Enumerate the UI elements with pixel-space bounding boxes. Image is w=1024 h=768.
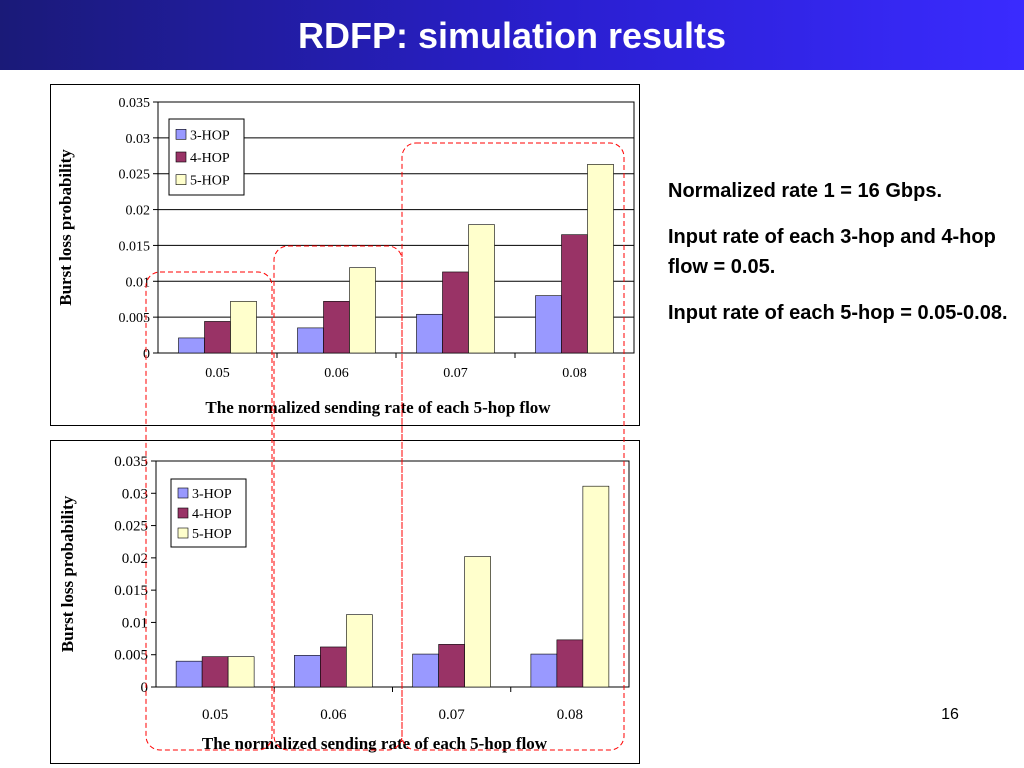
top-x-tick-label: 0.06 bbox=[324, 366, 349, 381]
bottom-y-tick-label: 0.035 bbox=[114, 454, 148, 470]
bottom-y-tick-label: 0 bbox=[141, 680, 149, 696]
bottom-legend-label-4-hop: 4-HOP bbox=[192, 507, 232, 522]
note-normalized-rate: Normalized rate 1 = 16 Gbps. bbox=[668, 180, 942, 202]
top-legend-swatch-5-hop bbox=[175, 174, 187, 185]
top-y-tick-label: 0.015 bbox=[119, 239, 151, 254]
bottom-legend-swatch-5-hop bbox=[177, 527, 189, 539]
bottom-bar-4-hop-0.05 bbox=[201, 656, 229, 688]
chart-top: 0 0.005 0.01 0.015 0.02 0.025 0.03 0.035 0.05 0.0… bbox=[50, 84, 640, 426]
top-bar-4-hop-0.07 bbox=[442, 271, 469, 354]
top-y-axis-label: Burst loss probability bbox=[56, 149, 75, 306]
top-bar-3-hop-0.05 bbox=[178, 337, 205, 354]
chart-bottom-svg: 0 0.005 0.01 0.015 0.02 0.025 0.03 0.035 0.05 0.0… bbox=[58, 454, 630, 753]
top-y-tick-label: 0.035 bbox=[119, 96, 151, 111]
bottom-y-tick-label: 0.005 bbox=[114, 648, 148, 664]
top-legend-label-5-hop: 5-HOP bbox=[190, 174, 230, 189]
top-bar-5-hop-0.05 bbox=[230, 301, 257, 354]
bottom-bar-4-hop-0.07 bbox=[438, 644, 465, 688]
bottom-x-tick-label: 0.06 bbox=[320, 707, 347, 723]
bottom-legend-label-5-hop: 5-HOP bbox=[192, 527, 232, 542]
top-legend-label-3-hop: 3-HOP bbox=[190, 128, 230, 143]
top-bar-3-hop-0.08 bbox=[535, 295, 562, 354]
bottom-bar-3-hop-0.05 bbox=[175, 660, 203, 688]
bottom-x-tick-label: 0.05 bbox=[202, 707, 228, 723]
bottom-y-tick-label: 0.015 bbox=[114, 583, 148, 599]
bottom-y-tick-label: 0.01 bbox=[122, 615, 148, 631]
bottom-y-tick-label: 0.025 bbox=[114, 519, 148, 535]
note-input-rate-5-hop: Input rate of each 5-hop = 0.05-0.08. bbox=[668, 302, 1008, 324]
top-y-tick-label: 0.025 bbox=[119, 168, 151, 183]
top-bar-4-hop-0.08 bbox=[561, 234, 588, 354]
top-y-tick-label: 0.01 bbox=[126, 275, 151, 290]
bottom-x-tick-label: 0.07 bbox=[439, 707, 466, 723]
bottom-bar-3-hop-0.07 bbox=[412, 653, 439, 688]
note-input-rate-3-4-hop: Input rate of each 3-hop and 4-hop flow … bbox=[668, 226, 996, 278]
bottom-legend-label-3-hop: 3-HOP bbox=[192, 487, 232, 502]
title-bar bbox=[0, 0, 1024, 70]
top-bar-5-hop-0.06 bbox=[349, 267, 376, 354]
bottom-bar-4-hop-0.06 bbox=[320, 646, 347, 688]
chart-bottom: 0 0.005 0.01 0.015 0.02 0.025 0.03 0.035 0.05 0.0… bbox=[50, 440, 640, 764]
top-x-tick-label: 0.07 bbox=[443, 366, 468, 381]
top-y-tick-label: 0.02 bbox=[126, 204, 151, 219]
bottom-bar-5-hop-0.07 bbox=[464, 556, 491, 688]
bottom-legend-swatch-3-hop bbox=[177, 487, 189, 499]
top-bar-4-hop-0.05 bbox=[204, 321, 231, 354]
bottom-bar-5-hop-0.05 bbox=[227, 656, 255, 688]
top-legend-swatch-3-hop bbox=[175, 129, 187, 140]
bottom-y-tick-label: 0.03 bbox=[122, 486, 148, 502]
top-bar-3-hop-0.06 bbox=[297, 327, 324, 354]
bottom-bar-4-hop-0.08 bbox=[556, 639, 584, 688]
top-bar-4-hop-0.06 bbox=[323, 301, 350, 354]
top-x-tick-label: 0.05 bbox=[205, 366, 230, 381]
bottom-x-axis-label: The normalized sending rate of each 5-ho… bbox=[202, 734, 548, 753]
bottom-bar-5-hop-0.08 bbox=[582, 485, 610, 688]
top-bar-3-hop-0.07 bbox=[416, 313, 443, 354]
page-number: 16 bbox=[941, 706, 959, 723]
notes: Normalized rate 1 = 16 Gbps. Input rate … bbox=[668, 176, 1022, 344]
bottom-bar-3-hop-0.08 bbox=[530, 653, 558, 688]
slide-title: RDFP: simulation results bbox=[297, 15, 727, 56]
top-x-axis-label: The normalized sending rate of each 5-ho… bbox=[205, 398, 551, 417]
bottom-y-axis-label: Burst loss probability bbox=[58, 495, 77, 652]
top-legend-swatch-4-hop bbox=[175, 151, 187, 163]
top-legend-label-4-hop: 4-HOP bbox=[190, 151, 230, 166]
bottom-y-tick-label: 0.02 bbox=[122, 551, 148, 567]
top-x-tick-label: 0.08 bbox=[562, 366, 587, 381]
bottom-legend-swatch-4-hop bbox=[177, 507, 189, 519]
bottom-bar-3-hop-0.06 bbox=[294, 655, 321, 688]
bottom-bar-5-hop-0.06 bbox=[346, 614, 373, 688]
bottom-x-tick-label: 0.08 bbox=[557, 707, 583, 723]
top-bar-5-hop-0.07 bbox=[468, 224, 495, 354]
top-y-tick-label: 0 bbox=[143, 347, 150, 362]
top-bar-5-hop-0.08 bbox=[587, 164, 614, 354]
chart-top-svg: 0 0.005 0.01 0.015 0.02 0.025 0.03 0.035 0.05 0.0… bbox=[56, 96, 635, 417]
top-y-tick-label: 0.03 bbox=[126, 132, 151, 147]
top-y-tick-label: 0.005 bbox=[119, 311, 151, 326]
